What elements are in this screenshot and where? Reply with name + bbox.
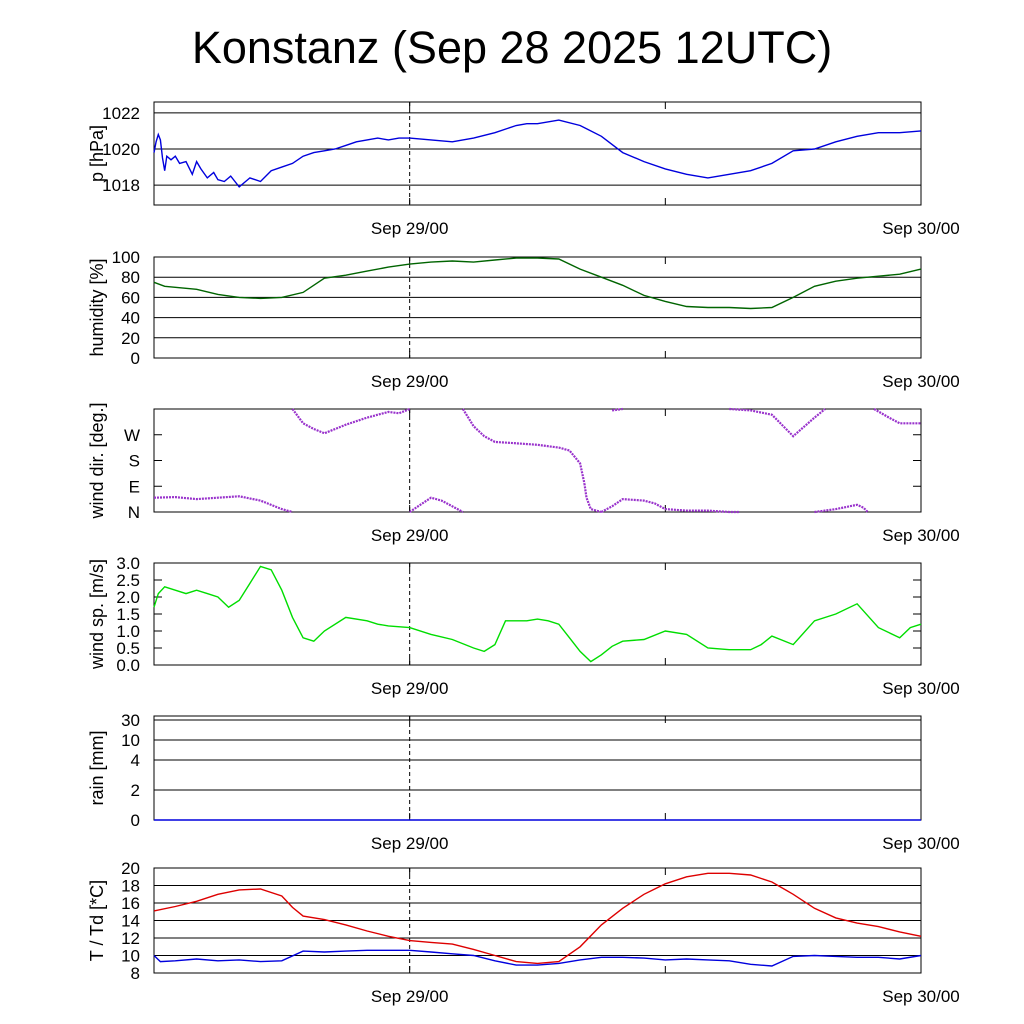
wind_speed-y-tick-label: 1.5 <box>116 605 140 624</box>
wind-dir-segment-2 <box>409 496 464 513</box>
rain-y-tick-label: 4 <box>131 751 140 770</box>
wind_direction-y-tick-label: N <box>128 503 140 522</box>
wind_speed-y-tick-label: 3.0 <box>116 554 140 573</box>
wind_speed-y-tick-label: 0.5 <box>116 639 140 658</box>
wind_speed-y-tick-label: 0.0 <box>116 656 140 675</box>
humidity-y-tick-label: 100 <box>112 248 140 267</box>
temperature-x-tick-label: Sep 29/00 <box>371 987 449 1006</box>
rain-y-tick-label: 0 <box>131 811 140 830</box>
wind_speed-y-tick-label: 2.5 <box>116 571 140 590</box>
wind-dir-segment-3 <box>461 408 586 484</box>
pressure-x-tick-label: Sep 29/00 <box>371 219 449 238</box>
humidity-y-tick-label: 40 <box>121 309 140 328</box>
wind_direction-y-tick-label: E <box>129 477 140 496</box>
humidity-y-tick-label: 0 <box>131 349 140 368</box>
wind-dir-segment-4 <box>583 483 602 514</box>
humidity-frame <box>153 256 922 359</box>
wind_direction-x-tick-label: Sep 30/00 <box>882 526 960 545</box>
temperature-y-tick-label: 10 <box>121 947 140 966</box>
pressure-series-line-0 <box>153 119 922 188</box>
wind-dir-segment-9 <box>873 408 921 425</box>
pressure-x-tick-label: Sep 30/00 <box>882 219 960 238</box>
rain-x-tick-label: Sep 29/00 <box>371 834 449 853</box>
wind_speed-y-tick-label: 2.0 <box>116 588 140 607</box>
pressure-y-tick-label: 1022 <box>102 104 140 123</box>
temperature-series-line-0 <box>153 872 922 965</box>
wind_speed-y-tick-label: 1.0 <box>116 622 140 641</box>
wind_speed-x-tick-label: Sep 29/00 <box>371 679 449 698</box>
temperature-x-tick-label: Sep 30/00 <box>882 987 960 1006</box>
rain-frame <box>153 715 922 821</box>
wind_direction-y-tick-label: S <box>129 452 140 471</box>
wind_direction-y-tick-label: W <box>124 426 140 445</box>
wind_speed-axis-title: wind sp. [m/s] <box>87 559 107 670</box>
wind_speed-x-tick-label: Sep 30/00 <box>882 679 960 698</box>
temperature-y-tick-label: 18 <box>121 877 140 896</box>
wind_direction-axis-title: wind dir. [deg.] <box>87 402 107 519</box>
rain-axis-title: rain [mm] <box>87 730 107 805</box>
wind-dir-segment-1 <box>291 407 411 435</box>
chart-title: Konstanz (Sep 28 2025 12UTC) <box>191 22 833 73</box>
wind_direction-x-tick-label: Sep 29/00 <box>371 526 449 545</box>
wind-dir-segment-6 <box>611 407 623 412</box>
rain-y-tick-label: 30 <box>121 711 140 730</box>
rain-y-tick-label: 10 <box>121 731 140 750</box>
rain-y-tick-label: 2 <box>131 781 140 800</box>
humidity-series-line-0 <box>153 257 922 310</box>
temperature-y-tick-label: 16 <box>121 894 140 913</box>
temperature-y-tick-label: 14 <box>121 912 140 931</box>
wind-dir-segment-8 <box>814 503 869 514</box>
pressure-frame <box>153 101 922 206</box>
humidity-axis-title: humidity [%] <box>87 258 107 356</box>
humidity-y-tick-label: 80 <box>121 268 140 287</box>
temperature-y-tick-label: 8 <box>131 964 140 983</box>
humidity-x-tick-label: Sep 29/00 <box>371 372 449 391</box>
wind_speed-frame <box>153 562 922 666</box>
pressure-axis-title: p [hPa] <box>87 125 107 182</box>
temperature-series-line-1 <box>153 949 922 967</box>
pressure-y-tick-label: 1020 <box>102 140 140 159</box>
temperature-axis-title: T / Td [*C] <box>87 880 107 961</box>
wind_speed-series-line-0 <box>153 565 922 663</box>
temperature-y-tick-label: 12 <box>121 929 140 948</box>
humidity-x-tick-label: Sep 30/00 <box>882 372 960 391</box>
wind-dir-segment-5 <box>600 497 740 514</box>
pressure-y-tick-label: 1018 <box>102 176 140 195</box>
wind-dir-segment-0 <box>153 495 293 514</box>
temperature-y-tick-label: 20 <box>121 859 140 878</box>
rain-x-tick-label: Sep 30/00 <box>882 834 960 853</box>
humidity-y-tick-label: 60 <box>121 288 140 307</box>
humidity-y-tick-label: 20 <box>121 329 140 348</box>
wind-dir-segment-7 <box>729 407 826 438</box>
